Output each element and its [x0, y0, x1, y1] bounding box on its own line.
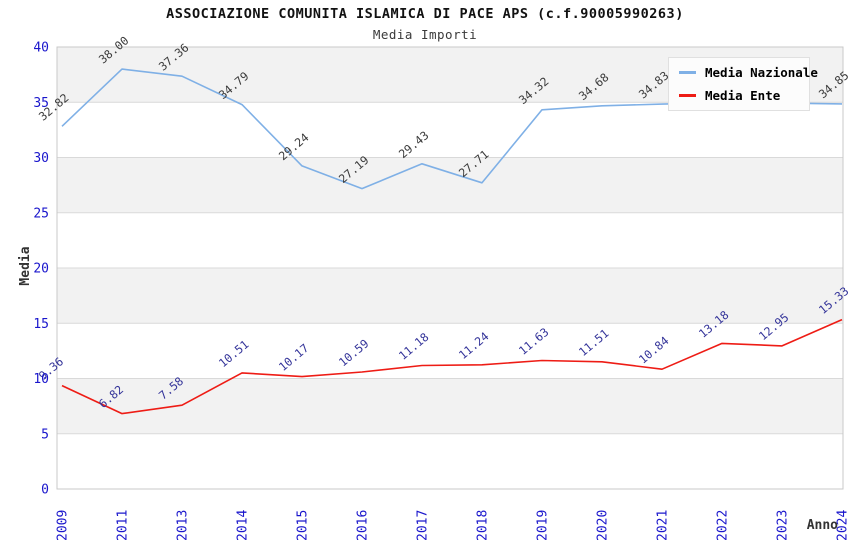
data-label-ente: 11.24	[456, 329, 492, 362]
x-tick-label: 2017	[416, 510, 431, 541]
legend-swatch-ente-icon	[679, 94, 696, 97]
x-tick-label: 2023	[776, 510, 791, 541]
chart-title: ASSOCIAZIONE COMUNITA ISLAMICA DI PACE A…	[166, 6, 684, 22]
x-tick-label: 2013	[176, 510, 191, 541]
data-label-ente: 10.59	[336, 336, 372, 369]
plot-band	[57, 268, 843, 324]
x-tick-label: 2021	[656, 510, 671, 541]
y-tick-label: 10	[33, 372, 49, 387]
legend: Media Nazionale Media Ente	[668, 57, 818, 111]
legend-label-media-ente: Media Ente	[705, 88, 781, 103]
y-tick-label: 5	[41, 427, 49, 442]
x-tick-label: 2015	[296, 510, 311, 541]
x-tick-label: 2020	[596, 510, 611, 541]
y-axis-title: Media	[18, 246, 33, 285]
y-tick-label: 30	[33, 151, 49, 166]
y-tick-label: 25	[33, 206, 49, 221]
data-label-ente: 11.18	[396, 330, 432, 363]
x-tick-label: 2014	[236, 510, 251, 541]
series-line-ente	[61, 318, 843, 415]
y-tick-label: 40	[33, 41, 49, 56]
x-tick-label: 2011	[116, 510, 131, 541]
x-tick-label: 2009	[56, 510, 71, 541]
legend-label-media-nazionale: Media Nazionale	[705, 65, 818, 80]
x-tick-label: 2022	[716, 510, 731, 541]
y-tick-label: 35	[33, 96, 49, 111]
y-tick-label: 15	[33, 317, 49, 332]
y-tick-label: 0	[41, 483, 49, 498]
plot-border	[56, 46, 844, 490]
x-tick-label: 2016	[356, 510, 371, 541]
x-tick-label: 2018	[476, 510, 491, 541]
data-label-ente: 10.51	[216, 337, 252, 370]
data-label-ente: 11.63	[516, 325, 552, 358]
legend-swatch-nazionale-icon	[679, 71, 696, 74]
data-label-nazionale: 29.43	[396, 128, 432, 161]
plot-band	[57, 378, 843, 434]
legend-item-media-ente: Media Ente	[679, 88, 801, 103]
legend-item-media-nazionale: Media Nazionale	[679, 65, 818, 80]
x-axis-title: Anno	[807, 518, 838, 533]
data-label-ente: 10.17	[276, 341, 312, 374]
y-tick-label: 20	[33, 262, 49, 277]
x-tick-label: 2019	[536, 510, 551, 541]
data-label-ente: 11.51	[576, 326, 612, 359]
x-tick-label: 2024	[836, 510, 850, 541]
plot-band	[57, 157, 843, 213]
chart-subtitle: Media Importi	[372, 27, 478, 42]
data-label-ente: 10.84	[636, 333, 672, 366]
